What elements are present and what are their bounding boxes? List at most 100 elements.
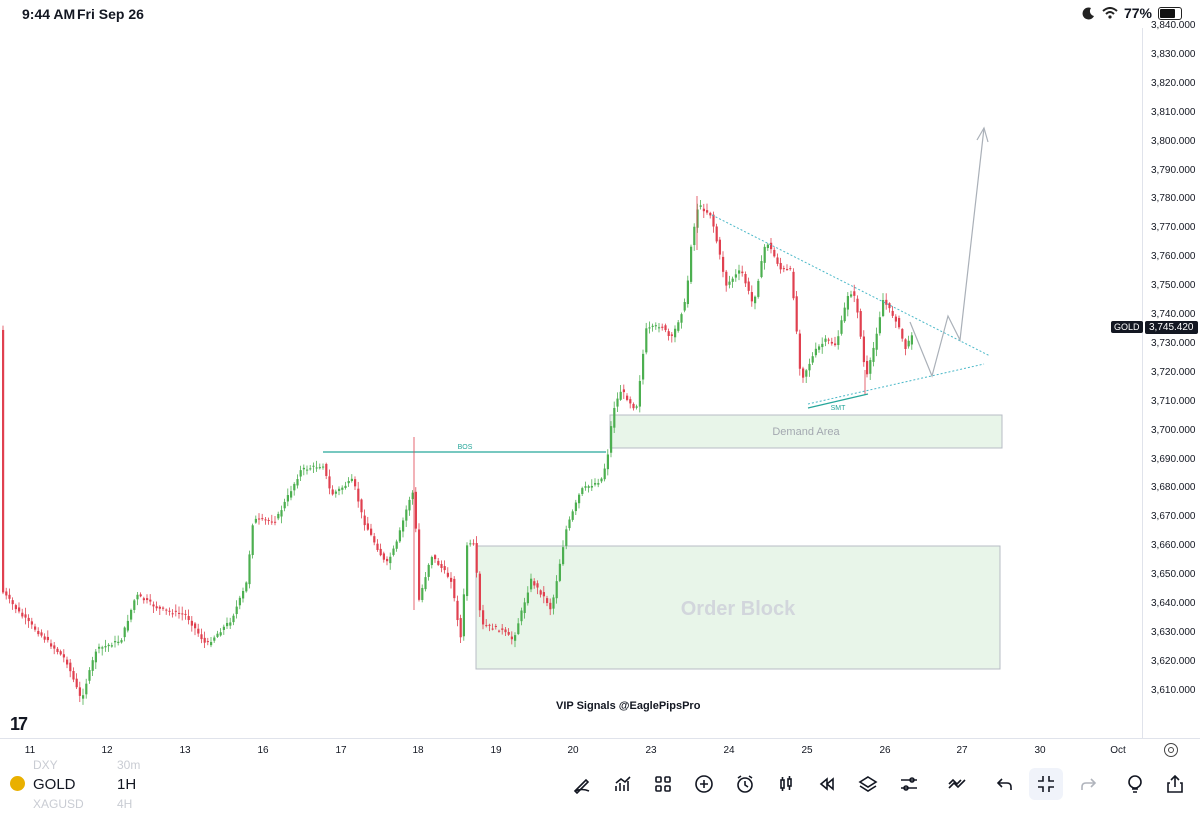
candle-body — [264, 519, 267, 521]
time-tick: Oct — [1110, 745, 1126, 756]
candle-body — [891, 310, 894, 316]
candle-body — [594, 483, 597, 485]
draw-icon[interactable] — [570, 772, 594, 796]
candle-body — [501, 628, 504, 630]
candle-body — [66, 659, 69, 665]
candle-body — [472, 543, 475, 545]
candle-body — [603, 468, 606, 480]
candle-body — [779, 262, 782, 270]
time-tick: 12 — [101, 745, 113, 756]
candle-body — [446, 572, 449, 577]
redo-icon[interactable] — [1076, 772, 1100, 796]
price-tick: 3,710.000 — [1151, 395, 1196, 407]
time-tick: 26 — [879, 745, 891, 756]
time-tick: 24 — [723, 745, 735, 756]
candle-body — [24, 614, 27, 618]
candle-body — [882, 300, 885, 317]
candle-body — [571, 511, 574, 520]
price-axis[interactable]: 3,840.000 3,830.000 3,820.000 3,810.000 3,80… — [1142, 20, 1200, 738]
interval-selector[interactable]: 1H — [117, 776, 137, 793]
candle-body — [14, 605, 17, 610]
indicators-icon[interactable] — [611, 772, 635, 796]
candle-body — [654, 325, 657, 327]
candle-body — [661, 326, 664, 328]
candle-body — [811, 356, 814, 363]
candle-body — [261, 518, 264, 520]
candle-body — [338, 488, 341, 491]
candle-body — [197, 628, 200, 634]
trade-icon[interactable] — [945, 772, 969, 796]
candle-body — [715, 226, 718, 242]
add-icon[interactable] — [692, 772, 716, 796]
fullscreen-exit-icon[interactable] — [1029, 768, 1063, 800]
candle-body — [370, 528, 373, 535]
price-tick: 3,810.000 — [1151, 106, 1196, 118]
candle-body — [94, 651, 97, 663]
candle-body — [706, 210, 709, 213]
candle-body — [437, 560, 440, 565]
candle-body — [213, 637, 216, 641]
candle-body — [894, 316, 897, 322]
layers-icon[interactable] — [856, 772, 880, 796]
time-axis[interactable]: 11 12 13 16 17 18 19 20 23 24 25 26 27 30 Oct — [0, 738, 1200, 763]
candle-body — [53, 645, 56, 649]
candle-body — [235, 606, 238, 615]
status-time: 9:44 AM — [22, 6, 76, 22]
price-tick: 3,750.000 — [1151, 280, 1196, 292]
settings-icon[interactable] — [897, 772, 921, 796]
candle-body — [773, 249, 776, 257]
time-tick: 25 — [801, 745, 813, 756]
price-tick: 3,790.000 — [1151, 164, 1196, 176]
price-tick: 3,770.000 — [1151, 222, 1196, 234]
candle-body — [306, 469, 309, 471]
alert-icon[interactable] — [733, 772, 757, 796]
chart-settings-gear-icon[interactable] — [1164, 743, 1178, 757]
candle-body — [869, 360, 872, 374]
candle-body — [405, 509, 408, 521]
candle-body — [293, 483, 296, 491]
candle-body — [469, 543, 472, 545]
candle-body — [718, 239, 721, 255]
candle-body — [568, 519, 571, 529]
candle-body — [578, 494, 581, 504]
price-tick: 3,780.000 — [1151, 193, 1196, 205]
candle-body — [901, 329, 904, 339]
candle-body — [443, 566, 446, 571]
undo-icon[interactable] — [993, 772, 1017, 796]
price-tick: 3,650.000 — [1151, 569, 1196, 581]
candle-body — [411, 492, 414, 500]
candle-body — [907, 340, 910, 347]
candle-body — [149, 599, 152, 602]
symbol-name[interactable]: GOLD — [33, 776, 76, 793]
candle-body — [379, 548, 382, 556]
tradingview-logo[interactable]: 17 — [10, 714, 28, 734]
templates-icon[interactable] — [651, 772, 675, 796]
candle-body — [165, 609, 168, 611]
price-tick: 3,630.000 — [1151, 626, 1196, 638]
candle-body — [629, 399, 632, 404]
candle-body — [421, 587, 424, 600]
replay-icon[interactable] — [815, 772, 839, 796]
candle-body — [533, 581, 536, 586]
candle-body — [366, 523, 369, 530]
candle-body — [526, 592, 529, 604]
price-tick: 3,670.000 — [1151, 511, 1196, 523]
share-icon[interactable] — [1163, 772, 1187, 796]
gold-symbol-icon[interactable] — [10, 776, 25, 791]
ideas-icon[interactable] — [1123, 772, 1147, 796]
candle-body — [494, 625, 497, 627]
candle-body — [290, 491, 293, 498]
candle-body — [459, 618, 462, 638]
candle-body — [696, 209, 699, 228]
candle-body — [555, 581, 558, 599]
candle-body — [549, 602, 552, 610]
status-bar: 9:44 AM Fri Sep 26 77% — [0, 0, 1200, 28]
candle-body — [734, 274, 737, 278]
candles-icon[interactable] — [774, 772, 798, 796]
price-chart[interactable]: Demand Area Order Block BOS SMT — [0, 0, 1142, 738]
candle-body — [680, 314, 683, 323]
smt-label: SMT — [831, 405, 847, 412]
candle-body — [142, 598, 145, 601]
price-tick: 3,800.000 — [1151, 135, 1196, 147]
candle-body — [546, 598, 549, 604]
